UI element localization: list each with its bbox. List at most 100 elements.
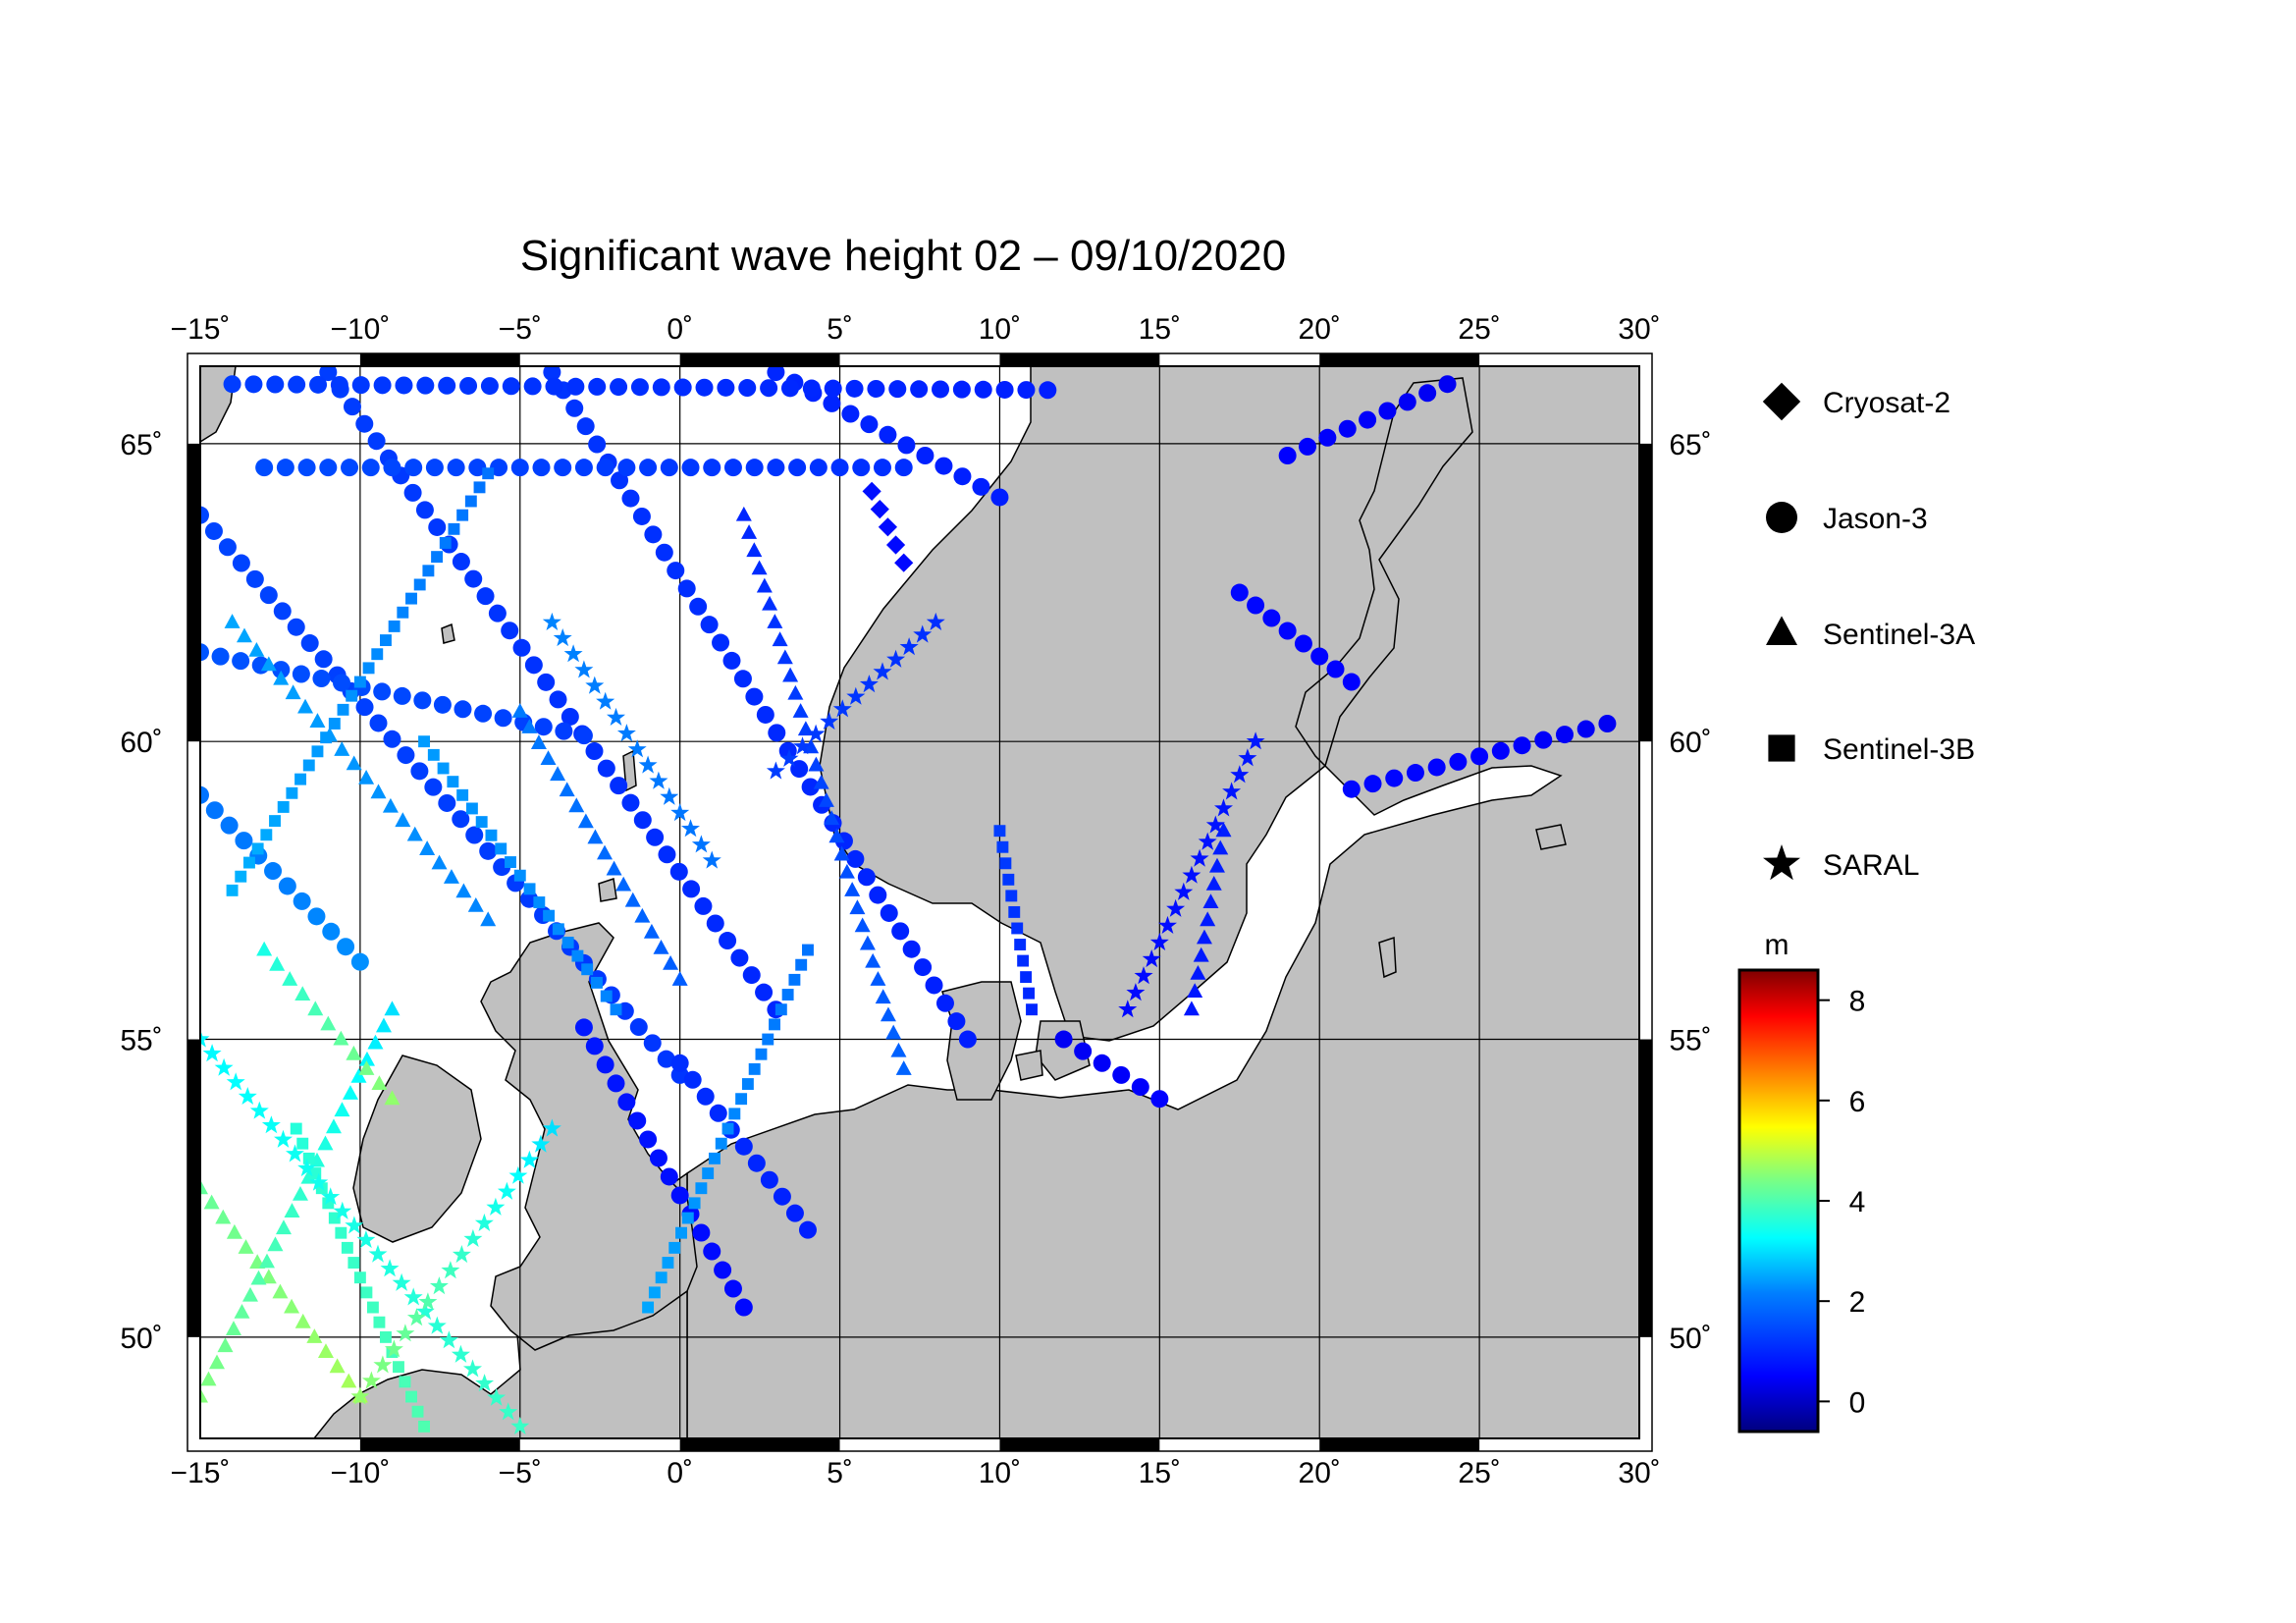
frame-segment — [999, 353, 1160, 366]
observation-point — [722, 651, 741, 670]
observation-point — [459, 376, 478, 395]
observation-point — [563, 644, 583, 663]
legend: Cryosat-2 Jason-3 Sentinel-3A Sentinel-3B SA… — [1762, 382, 1975, 882]
observation-point — [341, 1373, 357, 1388]
observation-point — [561, 937, 574, 948]
observation-point — [845, 379, 864, 398]
observation-point — [587, 829, 604, 844]
observation-point — [596, 691, 615, 710]
legend-circle-icon — [1766, 502, 1797, 533]
observation-point — [565, 399, 584, 417]
observation-point — [762, 1033, 774, 1046]
observation-point — [226, 1223, 242, 1239]
observation-point — [574, 660, 594, 678]
colorbar-tick-label: 4 — [1849, 1186, 1866, 1218]
observation-point — [337, 938, 355, 956]
legend-item: Sentinel-3A — [1766, 616, 1975, 651]
observation-point — [793, 736, 813, 755]
observation-point — [891, 922, 910, 941]
observation-point — [439, 537, 452, 549]
map-border — [199, 365, 1640, 1439]
observation-point — [361, 1371, 381, 1389]
observation-point — [952, 380, 971, 399]
lon-tick-label: 20˚ — [1299, 1457, 1341, 1489]
series-jason-3 — [200, 366, 1617, 1317]
observation-point — [1534, 730, 1553, 749]
lon-tick-label: 20˚ — [1299, 313, 1341, 346]
observation-point — [475, 816, 488, 829]
observation-point — [292, 665, 310, 683]
observation-point — [607, 707, 625, 726]
lat-tick-label: 55˚ — [120, 1025, 162, 1057]
colorbar-unit: m — [1765, 929, 1789, 961]
observation-point — [370, 784, 387, 799]
observation-point — [273, 602, 292, 621]
observation-point — [218, 538, 237, 557]
observation-point — [683, 1070, 702, 1089]
observation-point — [543, 909, 556, 922]
observation-point — [333, 674, 351, 692]
colorbar: m 0 2 4 6 8 — [1737, 929, 1866, 1434]
observation-point — [353, 1271, 366, 1284]
observation-point — [653, 939, 669, 954]
observation-point — [747, 1154, 766, 1172]
observation-point — [702, 850, 721, 869]
colorbar-tick-label: 0 — [1849, 1386, 1866, 1419]
observation-point — [266, 375, 285, 394]
observation-point — [294, 1313, 311, 1328]
colorbar-gradient — [1737, 968, 1820, 1434]
legend-label: Sentinel-3A — [1823, 619, 1975, 651]
observation-point — [534, 718, 553, 736]
observation-point — [277, 800, 290, 813]
observation-point — [431, 551, 444, 564]
observation-point — [255, 459, 274, 477]
observation-point — [1278, 622, 1297, 640]
observation-point — [780, 379, 799, 398]
observation-point — [531, 1134, 551, 1153]
observation-point — [232, 652, 250, 671]
observation-point — [779, 748, 799, 767]
observation-point — [451, 1344, 470, 1363]
observation-point — [792, 703, 809, 718]
observation-point — [549, 690, 567, 709]
observation-point — [373, 682, 392, 701]
observation-point — [695, 1182, 708, 1195]
observation-point — [632, 507, 651, 525]
observation-point — [380, 1259, 400, 1277]
observation-point — [342, 1085, 358, 1100]
observation-point — [288, 375, 306, 394]
lon-tick-label: −15˚ — [171, 1457, 231, 1489]
observation-point — [854, 917, 871, 933]
observation-point — [485, 829, 498, 841]
observation-point — [617, 459, 636, 477]
colorbar-tick-label: 6 — [1849, 1086, 1866, 1118]
observation-point — [447, 776, 459, 788]
observation-point — [226, 1072, 245, 1091]
observation-point — [397, 746, 415, 765]
observation-point — [648, 1286, 661, 1299]
observation-point — [639, 459, 658, 477]
frame-segment — [1319, 1438, 1480, 1451]
observation-point — [415, 1302, 435, 1321]
observation-point — [418, 735, 430, 748]
observation-point — [751, 560, 768, 575]
observation-point — [820, 712, 839, 730]
observation-point — [511, 703, 528, 718]
observation-point — [311, 745, 324, 758]
observation-point — [312, 670, 331, 688]
observation-point — [300, 634, 319, 653]
land-gotland — [1378, 936, 1397, 979]
observation-point — [769, 1018, 780, 1031]
observation-point — [307, 907, 326, 926]
legend-star-icon — [1763, 844, 1800, 881]
lat-tick-label: 65˚ — [120, 429, 162, 461]
observation-point — [406, 1308, 426, 1326]
observation-point — [425, 459, 444, 477]
observation-point — [607, 1074, 625, 1093]
observation-point — [849, 899, 866, 915]
observation-point — [550, 766, 566, 782]
observation-point — [1166, 898, 1186, 917]
observation-point — [1126, 983, 1146, 1001]
observation-point — [561, 707, 579, 726]
observation-point — [566, 377, 585, 396]
